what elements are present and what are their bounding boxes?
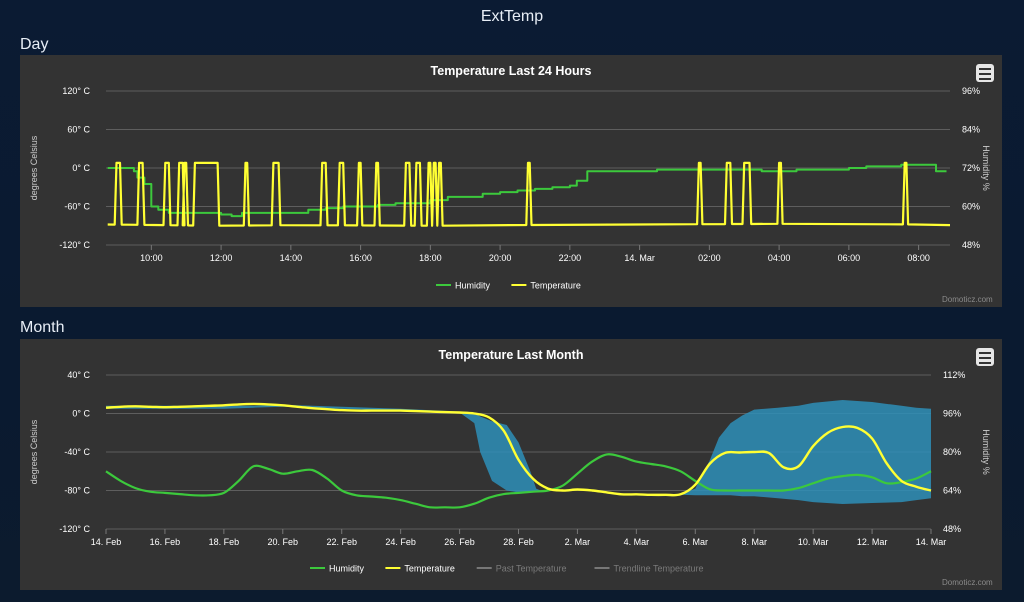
chart-day: Temperature Last 24 Hours 120° C 96% 60° C 8… — [29, 64, 991, 291]
y-tick-label: 120° C — [62, 86, 90, 96]
x-tick-label: 16:00 — [349, 253, 372, 263]
section-label-month: Month — [20, 319, 65, 336]
chart-menu-icon[interactable] — [976, 348, 994, 366]
x-tick-label: 12. Mar — [857, 537, 888, 547]
y-tick-label: -120° C — [59, 240, 90, 250]
x-tick-label: 20. Feb — [268, 537, 299, 547]
chart-title: Temperature Last 24 Hours — [431, 64, 592, 78]
chart-panel-month: Temperature Last Month 40° C 112% 0° C 96% -4… — [20, 339, 1002, 590]
y2-tick-label: 48% — [962, 240, 980, 250]
x-tick-label: 22. Feb — [326, 537, 357, 547]
y2-tick-label: 112% — [943, 370, 965, 380]
y-tick-label: 40° C — [67, 370, 90, 380]
y-tick-label: -120° C — [59, 524, 90, 534]
x-tick-label: 14. Mar — [916, 537, 947, 547]
chart-credit[interactable]: Domoticz.com — [942, 295, 993, 304]
x-tick-label: 18:00 — [419, 253, 442, 263]
x-tick-label: 14:00 — [280, 253, 303, 263]
x-tick-label: 20:00 — [489, 253, 512, 263]
x-tick-label: 10. Mar — [798, 537, 829, 547]
chart-credit[interactable]: Domoticz.com — [942, 578, 993, 587]
x-tick-label: 14. Feb — [91, 537, 122, 547]
x-tick-label: 04:00 — [768, 253, 791, 263]
y-tick-label: 0° C — [72, 163, 90, 173]
y2-tick-label: 96% — [943, 409, 961, 419]
y2-tick-label: 80% — [943, 447, 961, 457]
section-label-day: Day — [20, 36, 49, 53]
x-tick-label: 26. Feb — [444, 537, 475, 547]
y2-tick-label: 48% — [943, 524, 961, 534]
x-tick-label: 08:00 — [907, 253, 930, 263]
chart-month: Temperature Last Month 40° C 112% 0° C 96% -4… — [29, 348, 991, 574]
chart-menu-icon[interactable] — [976, 64, 994, 82]
series-past-temperature-band — [106, 400, 931, 504]
y-tick-label: -80° C — [64, 486, 90, 496]
x-tick-label: 24. Feb — [385, 537, 416, 547]
legend-item-past-temperature[interactable]: Past Temperature — [496, 564, 567, 574]
series-temperature-line — [105, 402, 932, 497]
y2-tick-label: 96% — [962, 86, 980, 96]
y2-tick-label: 64% — [943, 486, 961, 496]
y-tick-label: 0° C — [72, 409, 90, 419]
x-tick-label: 22:00 — [559, 253, 582, 263]
x-tick-label: 02:00 — [698, 253, 721, 263]
legend-item-temperature[interactable]: Temperature — [404, 564, 455, 574]
legend-item-trendline-temperature[interactable]: Trendline Temperature — [614, 564, 704, 574]
x-tick-label: 06:00 — [838, 253, 861, 263]
x-tick-label: 18. Feb — [209, 537, 240, 547]
legend-item-humidity[interactable]: Humidity — [329, 564, 365, 574]
y2-tick-label: 60% — [962, 202, 980, 212]
x-tick-label: 10:00 — [140, 253, 163, 263]
x-tick-label: 4. Mar — [624, 537, 650, 547]
y2-tick-label: 84% — [962, 125, 980, 135]
x-tick-label: 14. Mar — [624, 253, 655, 263]
y2-axis-title: Humidity % — [981, 145, 991, 191]
x-tick-label: 28. Feb — [503, 537, 534, 547]
x-tick-label: 12:00 — [210, 253, 233, 263]
x-tick-label: 2. Mar — [565, 537, 591, 547]
series-temperature-line — [107, 161, 951, 227]
series-humidity-line — [105, 453, 932, 509]
page-title: ExtTemp — [480, 8, 544, 25]
y2-tick-label: 72% — [962, 163, 980, 173]
chart-panel-day: Temperature Last 24 Hours 120° C 96% 60° C 8… — [20, 55, 1002, 307]
legend-item-temperature[interactable]: Temperature — [530, 281, 581, 291]
chart-title: Temperature Last Month — [439, 348, 584, 362]
y-tick-label: -40° C — [64, 447, 90, 457]
x-tick-label: 6. Mar — [683, 537, 709, 547]
x-tick-label: 16. Feb — [150, 537, 181, 547]
x-tick-label: 8. Mar — [741, 537, 767, 547]
y-axis-title: degrees Celsius — [29, 419, 39, 484]
y2-axis-title: Humidity % — [981, 429, 991, 475]
y-tick-label: -60° C — [64, 202, 90, 212]
y-tick-label: 60° C — [67, 125, 90, 135]
y-axis-title: degrees Celsius — [29, 135, 39, 200]
legend-item-humidity[interactable]: Humidity — [455, 281, 491, 291]
